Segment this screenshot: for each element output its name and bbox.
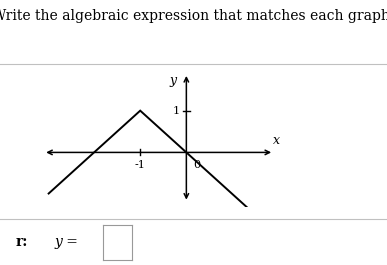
Text: -1: -1 [135,160,146,170]
Text: y =: y = [54,236,78,249]
Text: 1: 1 [172,106,180,116]
Text: 0: 0 [193,160,200,170]
Text: Write the algebraic expression that matches each graph:: Write the algebraic expression that matc… [0,9,387,23]
Text: y: y [169,74,176,87]
Text: x: x [273,134,280,147]
Text: r:: r: [15,236,28,249]
